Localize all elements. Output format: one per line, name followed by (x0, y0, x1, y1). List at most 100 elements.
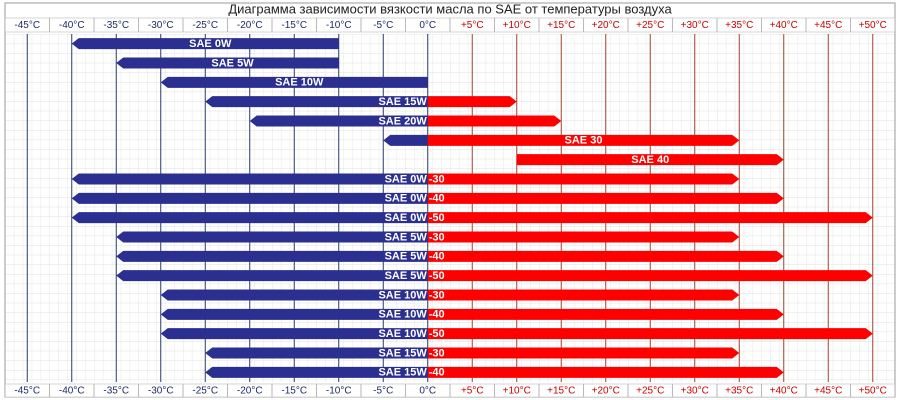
tick-box (449, 383, 495, 398)
x-tick-label-top: -30°C (148, 20, 174, 31)
tick-box (583, 17, 629, 33)
tick-box (494, 17, 540, 33)
x-tick-label-bottom: +20°C (592, 386, 620, 397)
warm-segment (427, 270, 873, 282)
tick-box (672, 17, 718, 33)
warm-segment (427, 115, 562, 127)
warm-segment (427, 308, 784, 320)
x-tick-label-top: +50°C (859, 20, 887, 31)
cold-segment (160, 308, 428, 320)
warm-segment (427, 192, 784, 204)
tick-box (227, 17, 273, 33)
x-tick-label-bottom: +30°C (681, 386, 709, 397)
bar-label: SAE 15W (378, 367, 427, 379)
bar-label-suffix: -40 (429, 309, 445, 321)
bar-label-suffix: -30 (429, 173, 445, 185)
tick-box (716, 383, 762, 398)
warm-segment (427, 328, 873, 340)
x-tick-label-bottom: -10°C (326, 386, 352, 397)
minor-grid (5, 34, 895, 382)
tick-box (271, 383, 317, 398)
x-tick-label-bottom: -15°C (281, 386, 307, 397)
tick-box (182, 383, 228, 398)
x-tick-label-bottom: -20°C (237, 386, 263, 397)
x-tick-label-top: -45°C (14, 20, 40, 31)
bar-label-suffix: -40 (429, 367, 445, 379)
tick-box (494, 383, 540, 398)
tick-box (138, 17, 184, 33)
x-tick-label-top: +35°C (725, 20, 753, 31)
tick-box (182, 17, 228, 33)
x-tick-label-bottom: +10°C (503, 386, 531, 397)
bar-label: SAE 0W (189, 38, 232, 50)
warm-segment (427, 289, 740, 301)
cold-segment (205, 96, 428, 108)
tick-box (271, 17, 317, 33)
tick-box (227, 383, 273, 398)
x-tick-label-top: +45°C (814, 20, 842, 31)
cold-segment (116, 270, 428, 282)
cold-segment (160, 76, 428, 88)
x-tick-label-top: +10°C (503, 20, 531, 31)
x-tick-label-bottom: -35°C (103, 386, 129, 397)
warm-segment (427, 96, 517, 108)
cold-segment (205, 347, 428, 359)
warm-segment (427, 173, 740, 185)
cold-segment (160, 289, 428, 301)
x-tick-label-top: +20°C (592, 20, 620, 31)
warm-segment (427, 212, 873, 224)
bar-label: SAE 10W (378, 309, 427, 321)
x-tick-label-bottom: +25°C (636, 386, 664, 397)
bar-label: SAE 30 (565, 135, 603, 147)
warm-segment (427, 134, 740, 146)
cold-segment (249, 115, 428, 127)
tick-box (850, 383, 896, 398)
bar-label: SAE 5W (385, 231, 428, 243)
cold-segment (116, 231, 428, 243)
tick-box (672, 383, 718, 398)
cold-segment (383, 134, 428, 146)
bar-label-suffix: -50 (429, 212, 445, 224)
tick-box (805, 17, 851, 33)
x-tick-label-bottom: +50°C (859, 386, 887, 397)
bar-label-suffix: -30 (429, 347, 445, 359)
x-tick-label-bottom: -40°C (59, 386, 85, 397)
bar-label: SAE 20W (378, 115, 427, 127)
tick-box (360, 17, 406, 33)
tick-box (405, 17, 451, 33)
x-tick-label-bottom: +45°C (814, 386, 842, 397)
tick-box (583, 383, 629, 398)
bar-label-suffix: -30 (429, 289, 445, 301)
x-tick-label-bottom: -45°C (14, 386, 40, 397)
bar-label: SAE 15W (378, 96, 427, 108)
warm-segment (427, 366, 784, 378)
x-tick-label-bottom: +15°C (547, 386, 575, 397)
x-tick-label-top: -10°C (326, 20, 352, 31)
bar-label-suffix: -50 (429, 328, 445, 340)
x-tick-label-top: -35°C (103, 20, 129, 31)
x-tick-label-bottom: +35°C (725, 386, 753, 397)
x-tick-label-top: +15°C (547, 20, 575, 31)
tick-box (716, 17, 762, 33)
tick-box (449, 17, 495, 33)
tick-box (538, 17, 584, 33)
warm-segment (427, 231, 740, 243)
bar-label: SAE 5W (211, 57, 254, 69)
bar-label: SAE 5W (385, 251, 428, 263)
tick-box (49, 17, 95, 33)
x-tick-label-bottom: -5°C (373, 386, 393, 397)
bar-label: SAE 0W (385, 212, 428, 224)
tick-box (93, 383, 139, 398)
bar-label-suffix: -30 (429, 231, 445, 243)
tick-box (93, 17, 139, 33)
cold-segment (71, 212, 428, 224)
x-tick-label-top: -15°C (281, 20, 307, 31)
bar-label: SAE 0W (385, 193, 428, 205)
warm-segment (516, 154, 784, 166)
tick-box (627, 383, 673, 398)
x-tick-label-bottom: -30°C (148, 386, 174, 397)
tick-box (360, 383, 406, 398)
x-tick-label-bottom: +40°C (770, 386, 798, 397)
bar-label: SAE 0W (385, 173, 428, 185)
x-tick-label-top: +25°C (636, 20, 664, 31)
